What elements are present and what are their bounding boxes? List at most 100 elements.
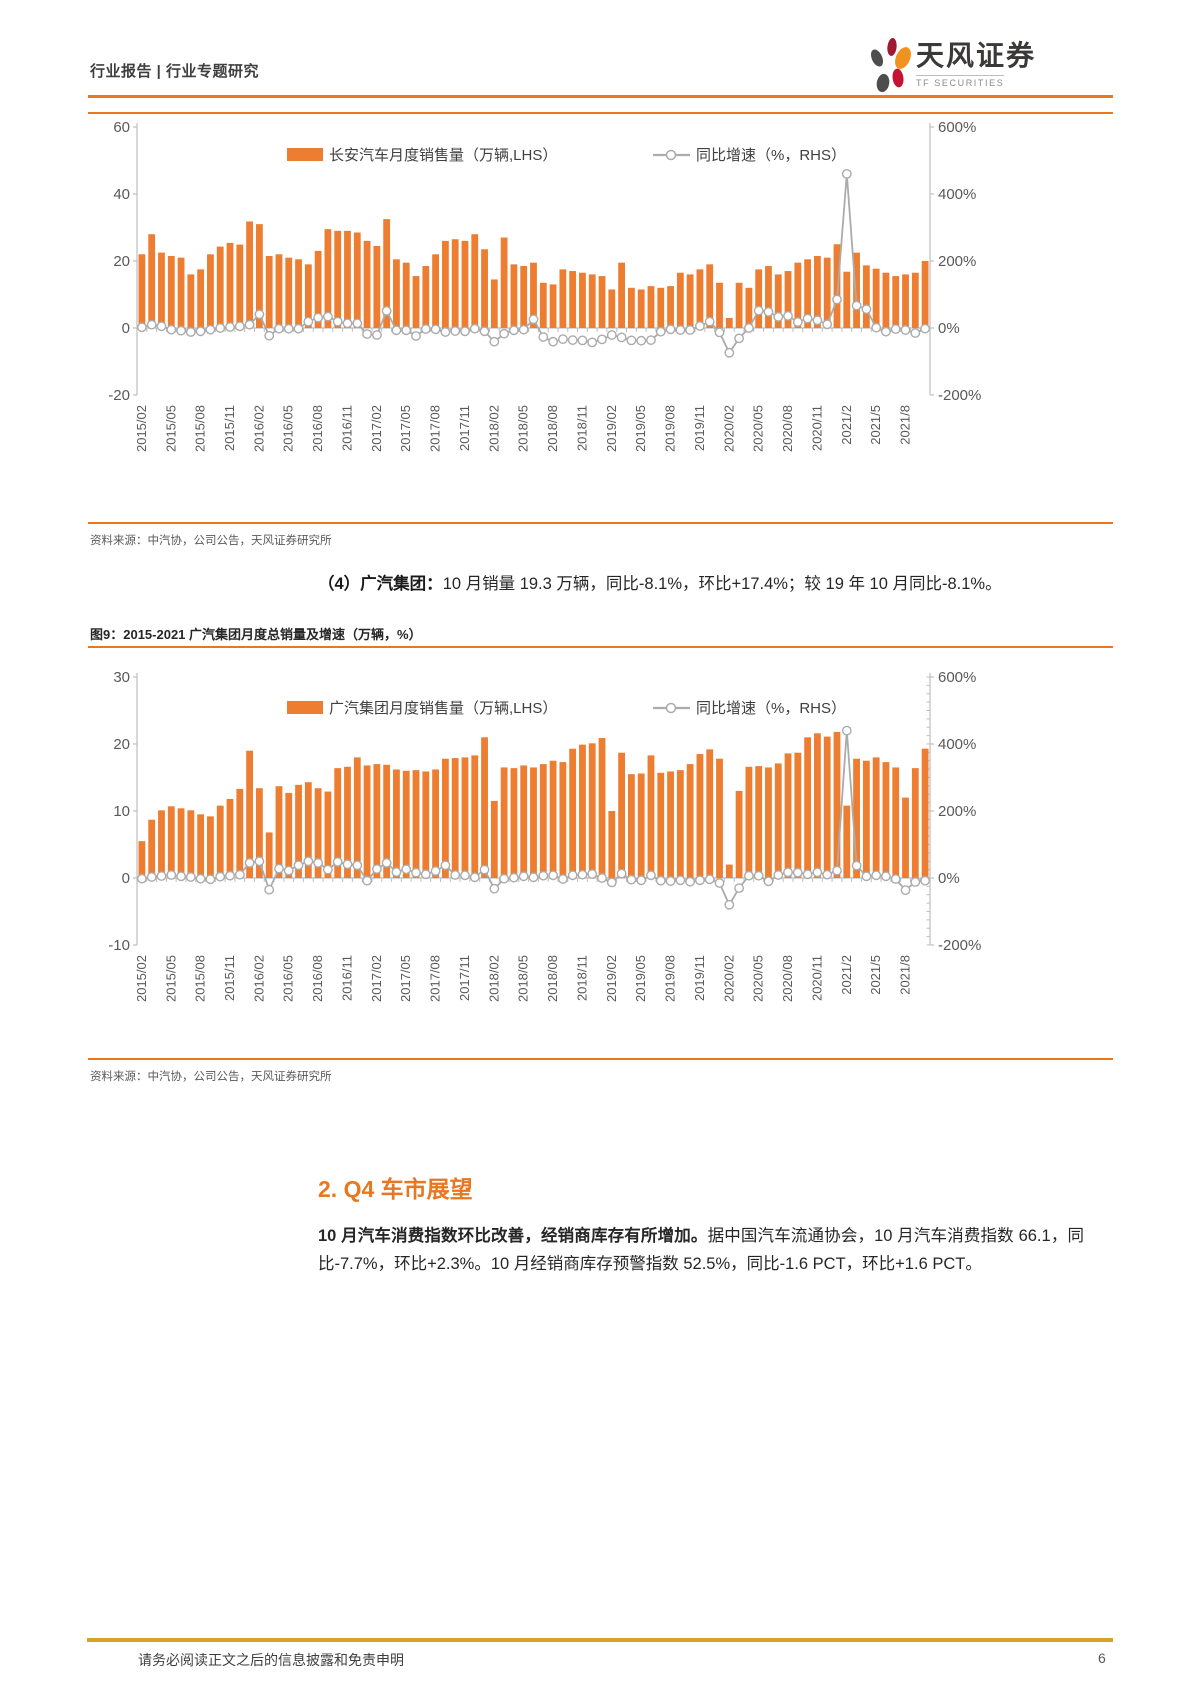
yoy-marker bbox=[900, 885, 911, 896]
x-tick-label: 2015/11 bbox=[222, 955, 237, 1001]
yoy-marker bbox=[303, 316, 314, 327]
sales-bar bbox=[520, 266, 528, 329]
yoy-marker bbox=[205, 324, 216, 335]
yoy-marker bbox=[322, 864, 333, 875]
sales-bar bbox=[657, 772, 665, 878]
yoy-marker bbox=[313, 312, 324, 323]
yoy-marker bbox=[391, 867, 402, 877]
yoy-marker bbox=[508, 325, 519, 336]
yoy-marker bbox=[303, 856, 314, 867]
yoy-marker bbox=[195, 326, 206, 337]
yoy-marker bbox=[489, 336, 500, 347]
header-breadcrumb: 行业报告 | 行业专题研究 bbox=[90, 63, 260, 80]
figure9-chart: 30 600% 20 400% 10 200% 0 0% -10 -200% 2015/02 2015… bbox=[90, 652, 1100, 1037]
yoy-marker bbox=[293, 860, 304, 871]
x-tick-label: 2017/08 bbox=[428, 405, 443, 452]
sales-bar bbox=[216, 805, 224, 878]
yoy-marker bbox=[479, 326, 490, 337]
sales-bar bbox=[735, 282, 743, 329]
yoy-marker bbox=[832, 865, 842, 876]
yoy-marker bbox=[744, 323, 754, 333]
right-axis-label: 600% bbox=[938, 669, 976, 686]
paragraph-gac-lead: （4）广汽集团： bbox=[318, 575, 443, 593]
yoy-marker bbox=[166, 870, 177, 880]
sales-bar bbox=[158, 252, 165, 329]
yoy-marker bbox=[763, 306, 774, 317]
figure9-caption: 图9：2015-2021 广汽集团月度总销量及增速（万辆，%） bbox=[90, 627, 422, 642]
brand-name-cn: 天风证券 bbox=[916, 40, 1037, 71]
yoy-marker bbox=[695, 875, 705, 886]
sales-bar bbox=[373, 764, 381, 878]
sales-bar bbox=[177, 257, 185, 328]
sales-bars bbox=[138, 731, 929, 878]
sales-bar bbox=[471, 755, 479, 878]
sales-bar bbox=[226, 798, 234, 878]
sales-bar bbox=[363, 765, 371, 878]
yoy-line bbox=[137, 725, 930, 910]
x-tick-label: 2015/02 bbox=[134, 405, 149, 452]
left-axis-label: 60 bbox=[113, 119, 130, 136]
yoy-marker bbox=[753, 870, 764, 881]
sales-bar bbox=[794, 752, 802, 878]
yoy-marker bbox=[371, 864, 382, 874]
sales-bar bbox=[246, 221, 253, 328]
yoy-marker bbox=[176, 871, 187, 882]
sales-bar bbox=[304, 264, 312, 328]
sales-bar bbox=[853, 252, 860, 329]
section-paragraph: 10 月汽车消费指数环比改善，经销商库存有所增加。据中国汽车流通协会，10 月汽… bbox=[318, 1222, 1084, 1279]
left-axis-label: -10 bbox=[108, 937, 130, 954]
sales-bar bbox=[334, 768, 342, 878]
sales-bar bbox=[461, 757, 469, 878]
sales-bar bbox=[255, 224, 263, 328]
sales-bar bbox=[667, 771, 674, 878]
x-tick-label: 2019/05 bbox=[633, 405, 648, 452]
sales-bar bbox=[676, 770, 684, 878]
x-tick-label: 2016/02 bbox=[251, 405, 266, 452]
sales-bar bbox=[441, 240, 449, 328]
sales-bar bbox=[148, 819, 156, 878]
sales-bar bbox=[461, 240, 469, 328]
sales-bar bbox=[872, 757, 880, 878]
x-tick-label: 2015/11 bbox=[222, 405, 237, 451]
yoy-marker bbox=[890, 874, 901, 884]
x-axis-labels: 2015/02 2015/05 2015/08 2015/11 2016/02 2016/… bbox=[134, 405, 913, 452]
sales-bar bbox=[637, 773, 645, 878]
yoy-marker bbox=[469, 323, 480, 334]
sales-bar bbox=[275, 786, 283, 878]
yoy-marker bbox=[822, 319, 833, 330]
yoy-marker bbox=[430, 324, 441, 335]
paragraph-gac-summary: （4）广汽集团：10 月销量 19.3 万辆，同比-8.1%，环比+17.4%；… bbox=[318, 570, 1113, 598]
x-tick-label: 2015/08 bbox=[193, 955, 208, 1002]
sales-bar bbox=[207, 254, 214, 328]
footer-disclaimer: 请务必阅读正文之后的信息披露和免责申明 bbox=[138, 1652, 404, 1668]
sales-bar bbox=[471, 234, 479, 328]
sales-bar bbox=[510, 264, 518, 328]
yoy-marker bbox=[665, 876, 676, 886]
x-tick-label: 2015/02 bbox=[134, 955, 149, 1002]
yoy-marker bbox=[822, 869, 833, 880]
yoy-marker bbox=[685, 876, 695, 887]
sales-bar bbox=[755, 269, 763, 329]
x-tick-label: 2020/05 bbox=[751, 405, 766, 452]
sales-bar bbox=[569, 271, 577, 328]
yoy-marker bbox=[264, 884, 275, 895]
yoy-marker bbox=[626, 335, 637, 346]
sales-bar bbox=[539, 764, 547, 878]
yoy-line bbox=[137, 169, 930, 358]
sales-bar bbox=[853, 758, 860, 878]
sales-bar bbox=[304, 782, 312, 878]
sales-bar bbox=[735, 790, 743, 878]
yoy-marker bbox=[655, 875, 666, 886]
yoy-marker bbox=[763, 876, 774, 887]
sales-bar bbox=[579, 744, 586, 878]
right-axis-label: 200% bbox=[938, 253, 976, 270]
yoy-marker bbox=[616, 868, 627, 879]
x-tick-label: 2020/11 bbox=[809, 405, 824, 451]
sales-bar bbox=[588, 274, 596, 328]
yoy-marker bbox=[802, 869, 813, 880]
yoy-marker bbox=[557, 334, 568, 345]
x-tick-label: 2016/05 bbox=[281, 405, 296, 452]
sales-bar bbox=[285, 792, 293, 878]
sales-bar bbox=[765, 266, 772, 329]
